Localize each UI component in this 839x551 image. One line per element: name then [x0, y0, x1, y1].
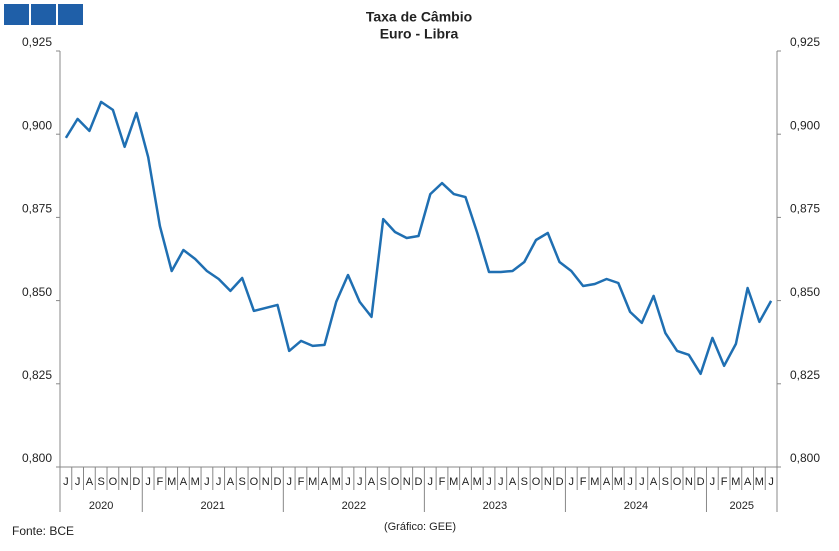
chart-title: Taxa de Câmbio: [366, 9, 472, 25]
x-tick-label: J: [75, 476, 81, 488]
x-tick-label: S: [521, 476, 528, 488]
x-tick-label: A: [368, 476, 376, 488]
x-tick-label: M: [191, 476, 200, 488]
year-label: 2024: [624, 500, 648, 512]
x-tick-label: A: [227, 476, 235, 488]
x-tick-label: D: [697, 476, 705, 488]
x-tick-label: A: [180, 476, 188, 488]
y2-tick-label: 0,900: [790, 118, 820, 132]
y-tick-label: 0,875: [22, 202, 52, 216]
x-tick-label: M: [167, 476, 176, 488]
x-tick-label: A: [462, 476, 470, 488]
x-tick-label: O: [532, 476, 541, 488]
year-label: 2022: [342, 500, 366, 512]
x-tick-label: M: [614, 476, 623, 488]
x-tick-label: S: [380, 476, 387, 488]
x-tick-label: F: [580, 476, 587, 488]
x-tick-label: M: [473, 476, 482, 488]
x-tick-label: S: [662, 476, 669, 488]
x-tick-label: O: [109, 476, 118, 488]
x-tick-label: J: [639, 476, 645, 488]
y2-tick-label: 0,825: [790, 368, 820, 382]
x-tick-label: F: [721, 476, 728, 488]
chart-subtitle: Euro - Libra: [380, 26, 459, 42]
x-tick-label: J: [63, 476, 69, 488]
y-tick-label: 0,800: [22, 451, 52, 465]
logo-block: [58, 4, 83, 25]
x-tick-label: A: [509, 476, 517, 488]
x-tick-label: M: [755, 476, 764, 488]
x-tick-label: O: [673, 476, 682, 488]
y2-tick-label: 0,875: [790, 202, 820, 216]
x-tick-label: A: [650, 476, 658, 488]
x-tick-label: S: [239, 476, 246, 488]
x-tick-label: F: [157, 476, 164, 488]
source: Fonte: BCE: [12, 524, 74, 538]
x-tick-label: D: [132, 476, 140, 488]
x-tick-label: F: [439, 476, 446, 488]
x-tick-label: M: [731, 476, 740, 488]
x-tick-label: J: [710, 476, 716, 488]
x-tick-label: M: [449, 476, 458, 488]
y2-tick-label: 0,850: [790, 285, 820, 299]
x-tick-label: F: [298, 476, 305, 488]
x-tick-label: M: [308, 476, 317, 488]
year-label: 2021: [201, 500, 225, 512]
x-tick-label: M: [332, 476, 341, 488]
y-tick-label: 0,850: [22, 285, 52, 299]
x-tick-label: N: [403, 476, 411, 488]
x-tick-label: J: [216, 476, 222, 488]
credit: (Gráfico: GEE): [384, 521, 456, 533]
x-tick-label: O: [250, 476, 259, 488]
x-tick-label: O: [391, 476, 400, 488]
logo-block: [4, 4, 29, 25]
x-tick-label: J: [428, 476, 434, 488]
x-tick-label: J: [345, 476, 351, 488]
x-tick-label: J: [498, 476, 504, 488]
x-tick-label: A: [603, 476, 611, 488]
x-tick-label: D: [556, 476, 564, 488]
x-tick-label: M: [590, 476, 599, 488]
y2-tick-label: 0,925: [790, 35, 820, 49]
x-tick-label: J: [486, 476, 492, 488]
x-tick-label: J: [286, 476, 292, 488]
x-tick-label: J: [569, 476, 575, 488]
data-line: [64, 100, 773, 376]
year-label: 2025: [729, 500, 753, 512]
y-tick-label: 0,900: [22, 118, 52, 132]
x-tick-label: N: [121, 476, 129, 488]
x-tick-label: N: [685, 476, 693, 488]
x-tick-label: N: [262, 476, 270, 488]
logo-block: [31, 4, 56, 25]
x-tick-label: J: [357, 476, 363, 488]
x-tick-label: D: [415, 476, 423, 488]
x-tick-label: J: [627, 476, 633, 488]
x-tick-label: A: [321, 476, 329, 488]
y2-tick-label: 0,800: [790, 451, 820, 465]
y-tick-label: 0,925: [22, 35, 52, 49]
x-tick-label: A: [744, 476, 752, 488]
x-tick-label: J: [768, 476, 774, 488]
year-label: 2020: [89, 500, 113, 512]
x-tick-label: J: [204, 476, 210, 488]
x-tick-label: S: [97, 476, 104, 488]
y-tick-label: 0,825: [22, 368, 52, 382]
x-tick-label: N: [544, 476, 552, 488]
x-tick-label: J: [145, 476, 151, 488]
x-tick-label: D: [273, 476, 281, 488]
year-label: 2023: [483, 500, 507, 512]
x-tick-label: A: [86, 476, 94, 488]
